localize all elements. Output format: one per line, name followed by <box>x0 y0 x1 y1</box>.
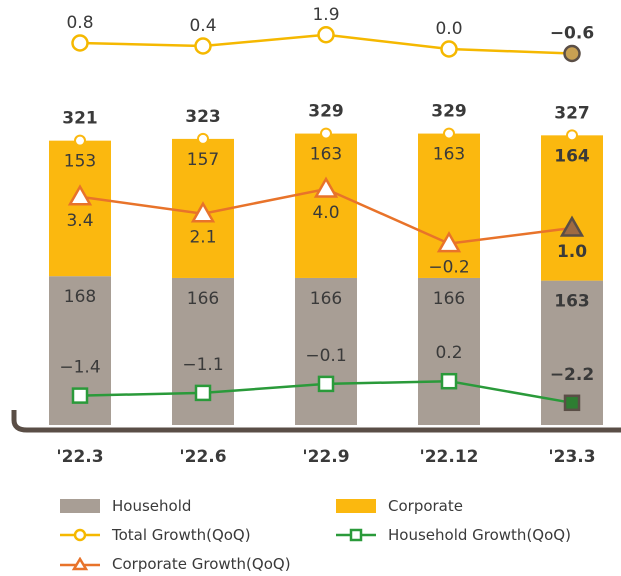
total-growth-label: −0.6 <box>550 24 594 44</box>
total-growth-point <box>317 26 335 44</box>
corporate-value-label: 153 <box>64 152 96 172</box>
legend-label-household-growth: Household Growth(QoQ) <box>388 526 571 544</box>
legend-item-household: Household <box>60 497 191 515</box>
bar-corporate <box>295 133 357 278</box>
household-growth-label: 0.2 <box>435 343 462 363</box>
total-growth-label: 0.4 <box>189 16 216 36</box>
corporate-growth-label: 3.4 <box>66 211 93 231</box>
household-value-label: 163 <box>554 292 590 312</box>
household-growth-point <box>563 394 581 412</box>
bar-top-marker <box>74 134 86 147</box>
household-growth-point <box>71 387 89 404</box>
corporate-value-label: 163 <box>310 145 342 165</box>
corporate-growth-label: 2.1 <box>189 228 216 248</box>
bar-corporate <box>541 135 603 281</box>
household-value-label: 166 <box>310 289 342 309</box>
x-tick-label: '22.12 <box>420 447 479 467</box>
corporate-value-label: 157 <box>187 150 219 170</box>
household-swatch <box>60 499 100 513</box>
legend-item-corporate-growth: Corporate Growth(QoQ) <box>60 555 291 573</box>
bar-corporate <box>49 140 111 277</box>
bar-top-marker <box>443 127 455 140</box>
total-value-label: 327 <box>554 103 590 123</box>
corporate-growth-label: 1.0 <box>557 242 587 262</box>
household-growth-point <box>194 384 212 402</box>
total-growth-legend-icon <box>60 528 100 542</box>
x-tick-label: '23.3 <box>548 447 595 467</box>
household-growth-label: −1.1 <box>182 355 223 375</box>
household-growth-label: −2.2 <box>550 365 594 385</box>
household-growth-point <box>317 375 335 393</box>
corporate-growth-point <box>559 215 585 237</box>
corporate-growth-point <box>67 184 93 206</box>
corporate-swatch <box>336 499 376 513</box>
corporate-value-label: 164 <box>554 146 590 166</box>
legend-item-total-growth: Total Growth(QoQ) <box>60 526 251 544</box>
corporate-value-label: 163 <box>433 145 465 165</box>
total-growth-point <box>440 40 458 58</box>
total-growth-label: 0.0 <box>435 19 462 39</box>
bar-top-marker <box>566 129 578 142</box>
bar-corporate <box>418 133 480 278</box>
total-growth-point <box>71 34 89 52</box>
legend-label-corporate: Corporate <box>388 497 463 515</box>
corporate-growth-point <box>436 231 462 253</box>
x-tick-label: '22.6 <box>179 447 226 467</box>
x-tick-label: '22.3 <box>56 447 103 467</box>
corporate-growth-label: −0.2 <box>428 258 469 278</box>
household-value-label: 166 <box>187 289 219 309</box>
legend-item-household-growth: Household Growth(QoQ) <box>336 526 571 544</box>
corporate-growth-point <box>190 201 216 223</box>
total-growth-label: 0.8 <box>66 13 93 33</box>
total-growth-label: 1.9 <box>312 5 339 25</box>
bar-top-marker <box>320 127 332 140</box>
total-growth-point <box>194 37 212 55</box>
chart: 168 153 321 166 157 323 166 163 329 166 163 329 163 1… <box>11 5 621 467</box>
corporate-growth-label: 4.0 <box>312 203 339 223</box>
legend-label-household: Household <box>112 497 192 515</box>
bar-household <box>295 277 357 425</box>
household-growth-legend-icon <box>336 528 376 542</box>
x-tick-label: '22.9 <box>302 447 349 467</box>
household-growth-label: −1.4 <box>59 358 100 378</box>
total-value-label: 323 <box>185 107 221 127</box>
household-growth-label: −0.1 <box>305 346 346 366</box>
total-value-label: 329 <box>431 102 467 122</box>
legend-label-total-growth: Total Growth(QoQ) <box>112 526 251 544</box>
x-axis-line <box>11 410 621 433</box>
household-value-label: 166 <box>433 289 465 309</box>
total-value-label: 329 <box>308 102 344 122</box>
household-value-label: 168 <box>64 287 96 307</box>
corporate-growth-point <box>313 176 339 198</box>
corporate-growth-legend-icon <box>60 557 100 571</box>
bar-household <box>418 277 480 425</box>
legend-item-corporate: Corporate <box>336 497 463 515</box>
bar-top-marker <box>197 132 209 145</box>
total-growth-point <box>563 44 581 63</box>
total-value-label: 321 <box>62 109 98 129</box>
household-growth-point <box>440 372 458 390</box>
legend-label-corporate-growth: Corporate Growth(QoQ) <box>112 555 291 573</box>
